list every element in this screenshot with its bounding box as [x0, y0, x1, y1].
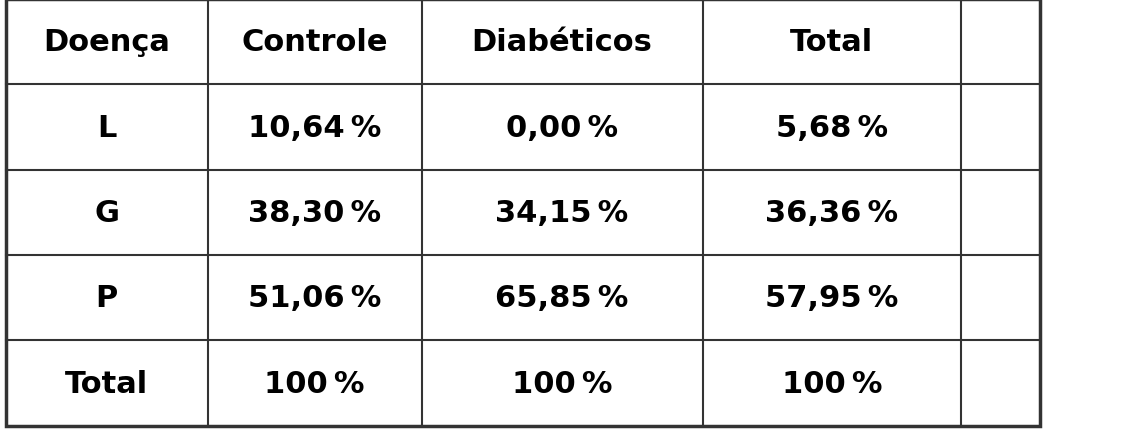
Text: G: G — [94, 198, 119, 227]
Text: Diabéticos: Diabéticos — [472, 28, 652, 57]
Text: 38,30 %: 38,30 % — [248, 198, 381, 227]
Text: 10,64 %: 10,64 % — [248, 113, 381, 142]
Text: Doença: Doença — [44, 28, 170, 57]
Text: 5,68 %: 5,68 % — [776, 113, 888, 142]
Text: 100 %: 100 % — [511, 369, 613, 398]
Text: 65,85 %: 65,85 % — [496, 283, 628, 313]
Text: 100 %: 100 % — [781, 369, 882, 398]
Text: 36,36 %: 36,36 % — [765, 198, 898, 227]
Text: Total: Total — [65, 369, 148, 398]
Text: 57,95 %: 57,95 % — [765, 283, 898, 313]
Text: Total: Total — [790, 28, 873, 57]
Text: Controle: Controle — [242, 28, 388, 57]
Text: 100 %: 100 % — [264, 369, 365, 398]
Text: 34,15 %: 34,15 % — [496, 198, 628, 227]
Text: P: P — [96, 283, 118, 313]
Text: 0,00 %: 0,00 % — [506, 113, 618, 142]
Text: 51,06 %: 51,06 % — [248, 283, 381, 313]
Text: L: L — [97, 113, 117, 142]
